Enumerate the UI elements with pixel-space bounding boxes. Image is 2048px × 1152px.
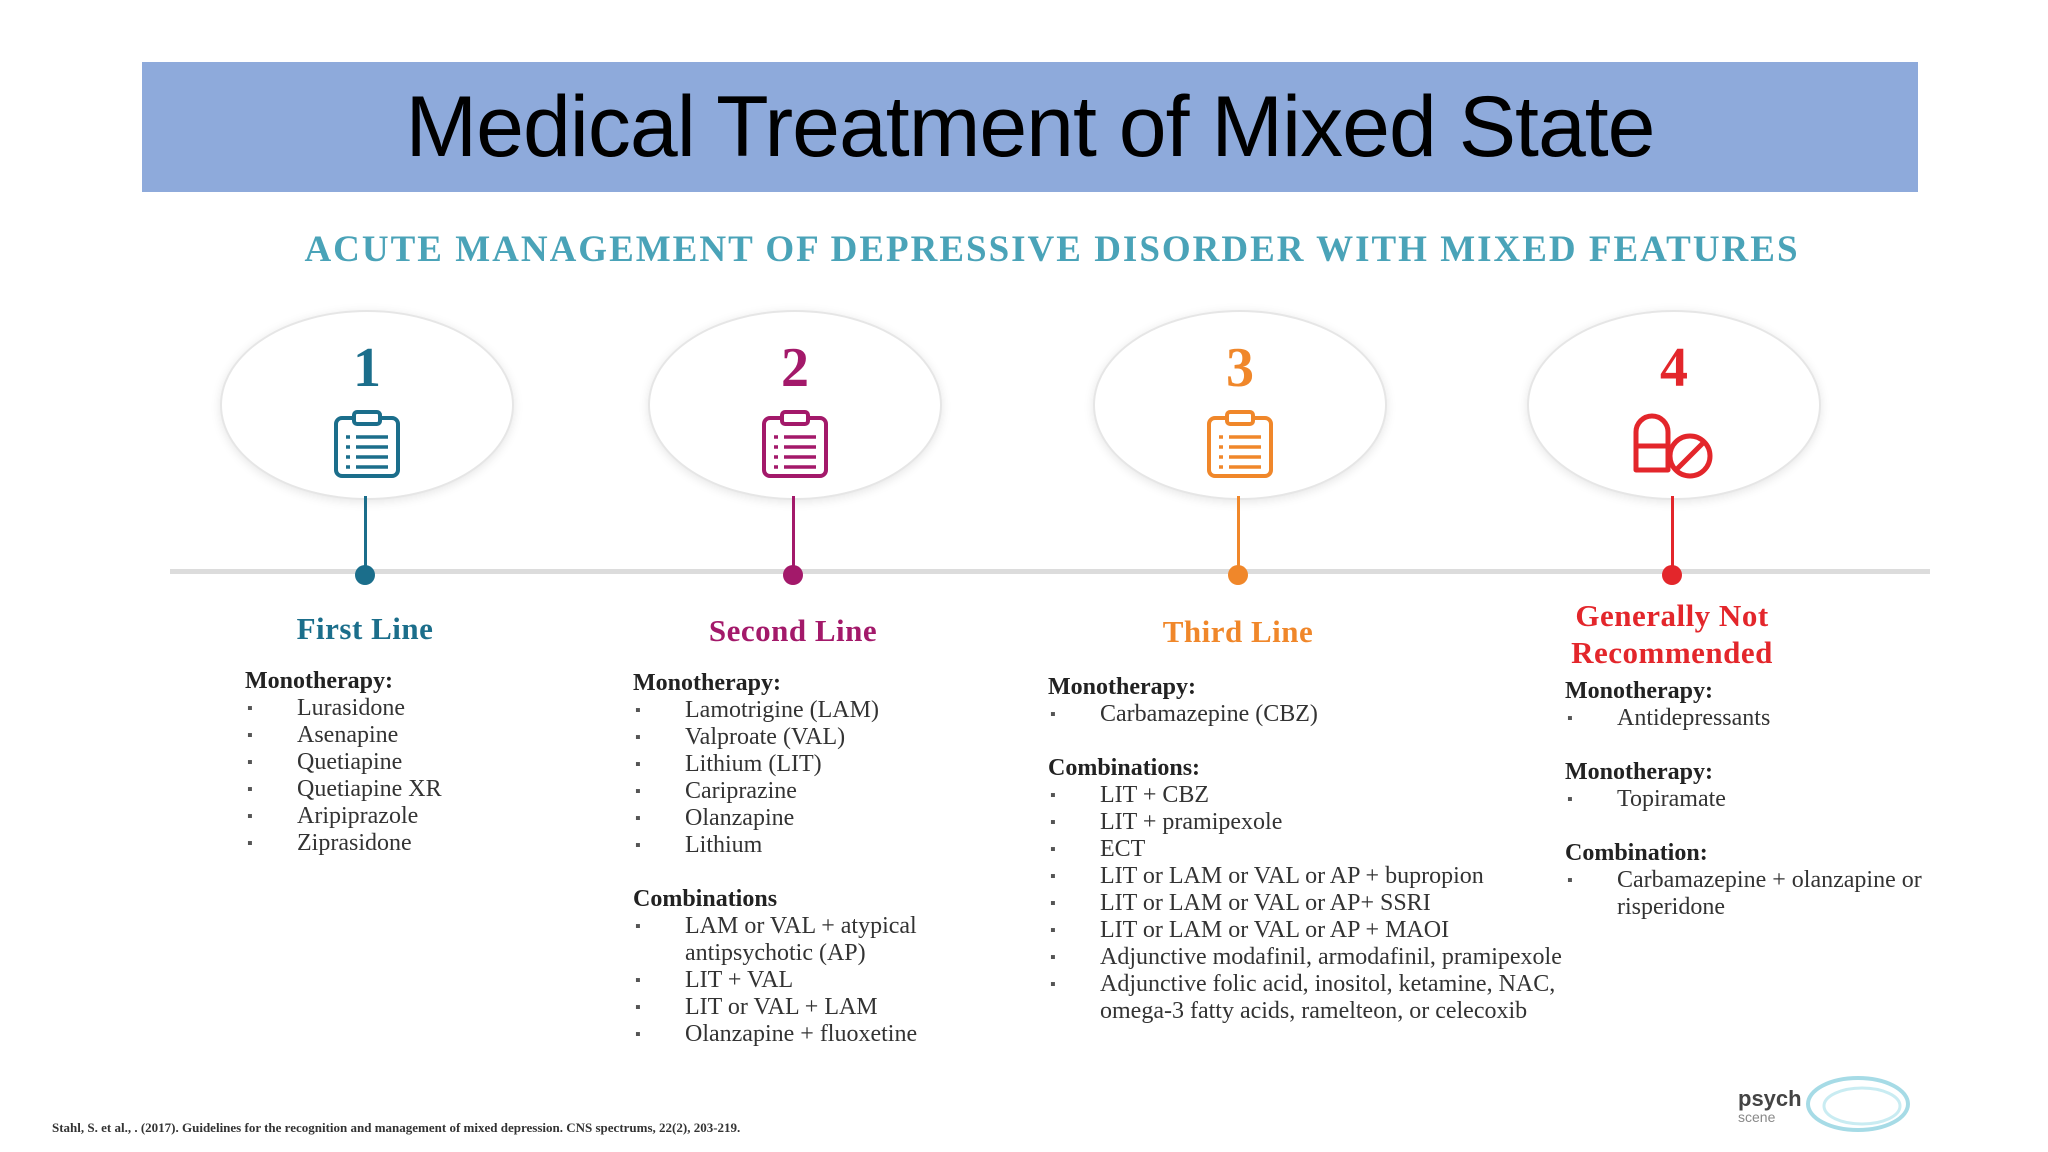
treatment-item: Lithium	[633, 832, 1023, 859]
clipboard-icon	[328, 410, 406, 485]
treatment-item: Cariprazine	[633, 778, 1023, 805]
stage-1-number: 1	[353, 337, 381, 399]
treatment-item: Lamotrigine (LAM)	[633, 697, 1023, 724]
logo-text-primary: psych	[1738, 1086, 1802, 1111]
stage-4-label: Generally Not Recommended	[1571, 598, 1773, 671]
treatment-item: Valproate (VAL)	[633, 724, 1023, 751]
stage-4-connector	[1671, 496, 1674, 572]
stage-1-treatments: Monotherapy:LurasidoneAsenapineQuetiapin…	[245, 668, 565, 884]
stage-1-timeline-dot	[355, 565, 375, 585]
treatment-group-heading: Combination:	[1565, 840, 1708, 866]
treatment-item: Lithium (LIT)	[633, 751, 1023, 778]
treatment-item: LIT or LAM or VAL or AP + bupropion	[1048, 863, 1568, 890]
stage-3-connector	[1237, 496, 1240, 572]
stage-2-circle: 2	[648, 310, 942, 500]
stage-2-number: 2	[781, 337, 809, 399]
treatment-item: LIT + VAL	[633, 967, 1023, 994]
stage-2-label: Second Line	[708, 613, 878, 648]
treatment-item: LIT or LAM or VAL or AP+ SSRI	[1048, 890, 1568, 917]
treatment-item: Carbamazepine + olanzapine or risperidon…	[1565, 867, 1985, 921]
treatment-item: Carbamazepine (CBZ)	[1048, 701, 1568, 728]
treatment-list: Antidepressants	[1565, 705, 1985, 732]
treatment-list: LIT + CBZLIT + pramipexoleECTLIT or LAM …	[1048, 782, 1568, 1025]
treatment-item: Asenapine	[245, 722, 565, 749]
stage-4-treatments: Monotherapy:AntidepressantsMonotherapy:T…	[1565, 678, 1985, 948]
treatment-list: Topiramate	[1565, 786, 1985, 813]
stage-3-label: Third Line	[1162, 614, 1314, 649]
treatment-item: Antidepressants	[1565, 705, 1985, 732]
treatment-item: Ziprasidone	[245, 830, 565, 857]
stage-2-connector	[792, 496, 795, 572]
treatment-list: Carbamazepine (CBZ)	[1048, 701, 1568, 728]
logo-swoosh-icon	[1806, 1076, 1910, 1132]
treatment-group-heading: Combinations	[633, 886, 778, 912]
citation: Stahl, S. et al., . (2017). Guidelines f…	[52, 1120, 741, 1135]
pill-prohibited-icon	[1626, 410, 1722, 485]
stage-4-timeline-dot	[1662, 565, 1682, 585]
treatment-item: Olanzapine + fluoxetine	[633, 1021, 1023, 1048]
treatment-group-heading: Monotherapy:	[633, 670, 781, 696]
stage-3-timeline-dot	[1228, 565, 1248, 585]
stage-3-treatments: Monotherapy:Carbamazepine (CBZ) Combinati…	[1048, 674, 1568, 1052]
treatment-item: Lurasidone	[245, 695, 565, 722]
stage-3-circle: 3	[1093, 310, 1387, 500]
treatment-item: Topiramate	[1565, 786, 1985, 813]
treatment-item: Quetiapine XR	[245, 776, 565, 803]
diagram-subtitle: ACUTE MANAGEMENT OF DEPRESSIVE DISORDER …	[304, 229, 1800, 270]
title-bar: Medical Treatment of Mixed State	[142, 62, 1918, 192]
treatment-item: LIT + pramipexole	[1048, 809, 1568, 836]
clipboard-icon	[1201, 410, 1279, 485]
logo-text-secondary: scene	[1738, 1109, 1776, 1125]
treatment-group-heading: Monotherapy:	[1048, 674, 1196, 700]
treatment-item: LIT or VAL + LAM	[633, 994, 1023, 1021]
treatment-item: Quetiapine	[245, 749, 565, 776]
treatment-item: ECT	[1048, 836, 1568, 863]
treatment-item: LIT + CBZ	[1048, 782, 1568, 809]
treatment-group-heading: Monotherapy:	[1565, 759, 1713, 785]
treatment-group-heading: Combinations:	[1048, 755, 1201, 781]
timeline-line	[170, 569, 1930, 574]
treatment-list: LurasidoneAsenapineQuetiapineQuetiapine …	[245, 695, 565, 857]
stage-1-connector	[364, 496, 367, 572]
clipboard-icon	[756, 410, 834, 485]
stage-4-number: 4	[1660, 337, 1688, 399]
treatment-item: LIT or LAM or VAL or AP + MAOI	[1048, 917, 1568, 944]
treatment-group-heading: Monotherapy:	[1565, 678, 1713, 704]
treatment-item: LAM or VAL + atypical antipsychotic (AP)	[633, 913, 1023, 967]
stage-2-timeline-dot	[783, 565, 803, 585]
slide-title: Medical Treatment of Mixed State	[405, 78, 1655, 175]
psychscene-logo: psych scene	[1738, 1068, 1918, 1140]
stage-1-circle: 1	[220, 310, 514, 500]
treatment-list: Carbamazepine + olanzapine or risperidon…	[1565, 867, 1985, 921]
stage-1-label: First Line	[296, 611, 434, 646]
treatment-item: Olanzapine	[633, 805, 1023, 832]
treatment-item: Adjunctive modafinil, armodafinil, prami…	[1048, 944, 1568, 971]
stage-4-circle: 4	[1527, 310, 1821, 500]
treatment-item: Adjunctive folic acid, inositol, ketamin…	[1048, 971, 1568, 1025]
stage-2-treatments: Monotherapy:Lamotrigine (LAM)Valproate (…	[633, 670, 1023, 1075]
treatment-item: Aripiprazole	[245, 803, 565, 830]
treatment-list: LAM or VAL + atypical antipsychotic (AP)…	[633, 913, 1023, 1048]
treatment-group-heading: Monotherapy:	[245, 668, 393, 694]
treatment-list: Lamotrigine (LAM)Valproate (VAL)Lithium …	[633, 697, 1023, 859]
stage-3-number: 3	[1226, 337, 1254, 399]
